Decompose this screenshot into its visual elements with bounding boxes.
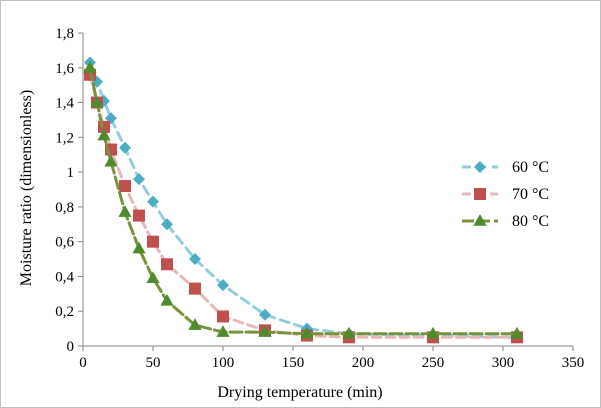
series-3 <box>83 60 524 339</box>
data-point <box>342 326 356 339</box>
data-point <box>104 154 118 167</box>
data-point <box>147 235 159 248</box>
y-tick-label: 1,8 <box>55 26 74 42</box>
data-point <box>188 318 202 330</box>
legend: 60 °C 70 °C 80 °C <box>462 159 549 230</box>
x-tick-label: 350 <box>562 355 585 371</box>
x-tick-label: 300 <box>492 355 515 371</box>
data-point <box>216 325 230 337</box>
y-tick-label: 1 <box>67 165 75 181</box>
data-point <box>161 258 173 271</box>
legend-label: 60 °C <box>512 159 549 176</box>
data-point <box>300 326 314 339</box>
x-tick-label: 150 <box>282 355 305 371</box>
data-point <box>147 195 159 208</box>
data-point <box>83 60 97 73</box>
data-point <box>133 173 145 186</box>
y-tick-label: 1,2 <box>55 130 74 146</box>
data-point <box>426 326 440 339</box>
data-point <box>259 308 271 321</box>
data-point <box>189 253 201 266</box>
y-axis-title: Moisture ratio (dimensionless) <box>18 90 35 286</box>
legend-label: 70 °C <box>512 186 549 203</box>
y-tick-label: 1,6 <box>55 61 74 77</box>
legend-item-2: 70 °C <box>462 186 549 203</box>
x-axis-title: Drying temperature (min) <box>217 384 382 401</box>
data-point <box>133 209 145 222</box>
data-point <box>119 180 131 193</box>
data-point <box>90 95 104 108</box>
series-layer <box>83 56 524 344</box>
y-tick-label: 0,8 <box>55 200 74 216</box>
x-tick-label: 0 <box>79 355 87 371</box>
data-point <box>98 120 110 133</box>
data-point <box>146 271 160 283</box>
y-tick-label: 0,6 <box>55 235 74 251</box>
data-point <box>132 241 146 254</box>
legend-swatch-marker <box>473 214 487 226</box>
legend-label: 80 °C <box>512 213 549 230</box>
data-point <box>119 141 131 154</box>
x-tick-label: 50 <box>146 355 161 371</box>
series-1 <box>84 56 523 344</box>
data-point <box>217 279 229 292</box>
data-point <box>189 282 201 295</box>
y-tick-label: 1,4 <box>55 96 74 112</box>
data-point <box>118 205 132 217</box>
legend-swatch-marker <box>474 188 486 200</box>
x-tick-label: 200 <box>352 355 375 371</box>
data-point <box>217 310 229 323</box>
data-point <box>160 293 174 306</box>
legend-item-1: 60 °C <box>462 159 549 176</box>
data-point <box>97 128 111 141</box>
legend-item-3: 80 °C <box>462 213 549 230</box>
data-point <box>258 325 272 337</box>
x-tick-label: 100 <box>212 355 235 371</box>
x-tick-label: 250 <box>422 355 445 371</box>
data-point <box>161 218 173 231</box>
axes: 0 0,2 0,4 0,6 0,8 1 1,2 1,4 1,6 1,8 0 50 100 150 200 25… <box>55 26 584 371</box>
y-tick-label: 0 <box>67 339 75 355</box>
series-2 <box>84 68 523 344</box>
legend-swatch-marker <box>474 161 486 173</box>
data-point <box>510 326 524 339</box>
y-tick-label: 0,4 <box>55 269 74 285</box>
y-tick-label: 0,2 <box>55 304 74 320</box>
